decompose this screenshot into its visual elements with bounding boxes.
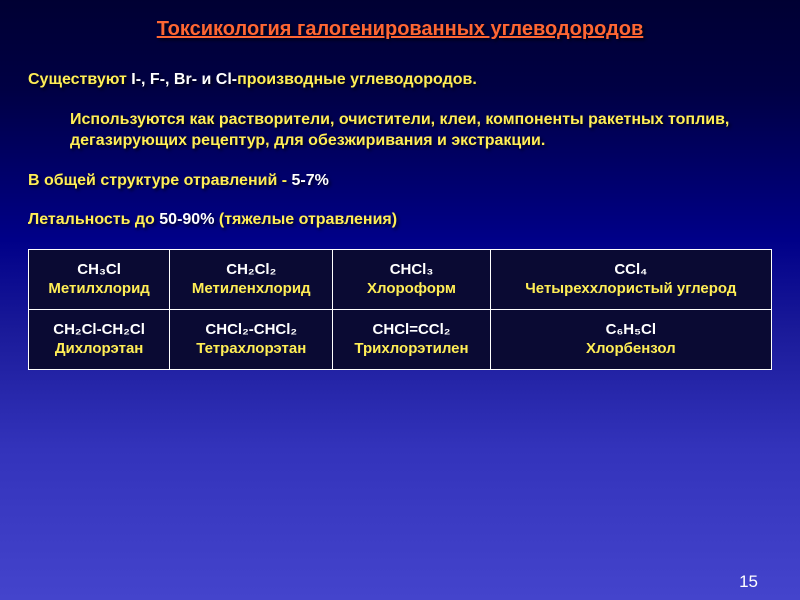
cell-trichloroethylene: CHCl=CCl₂ Трихлорэтилен bbox=[333, 309, 490, 369]
table-row: CH₃Cl Метилхлорид CH₂Cl₂ Метиленхлорид C… bbox=[29, 249, 772, 309]
formula: CH₃Cl bbox=[33, 260, 165, 280]
text: В общей структуре отравлений - bbox=[28, 172, 292, 189]
compound-name: Трихлорэтилен bbox=[337, 339, 485, 359]
compound-name: Четыреххлористый углерод bbox=[495, 279, 767, 299]
text-indented: Используются как растворители, очистител… bbox=[70, 109, 772, 152]
cell-dichloroethane: CH₂Cl-CH₂Cl Дихлорэтан bbox=[29, 309, 170, 369]
compounds-table-wrap: CH₃Cl Метилхлорид CH₂Cl₂ Метиленхлорид C… bbox=[28, 249, 772, 370]
compound-name: Хлороформ bbox=[337, 279, 485, 299]
formula: CCl₄ bbox=[495, 260, 767, 280]
compound-name: Метилхлорид bbox=[33, 279, 165, 299]
text: (тяжелые отравления) bbox=[214, 211, 397, 228]
highlight-percent: 5-7% bbox=[292, 172, 329, 189]
compound-name: Дихлорэтан bbox=[33, 339, 165, 359]
compounds-table: CH₃Cl Метилхлорид CH₂Cl₂ Метиленхлорид C… bbox=[28, 249, 772, 370]
paragraph-lethality: Летальность до 50-90% (тяжелые отравлени… bbox=[28, 209, 772, 231]
highlight-lethality: 50-90% bbox=[159, 211, 214, 228]
text: Летальность до bbox=[28, 211, 159, 228]
table-row: CH₂Cl-CH₂Cl Дихлорэтан CHCl₂-CHCl₂ Тетра… bbox=[29, 309, 772, 369]
cell-chloroform: CHCl₃ Хлороформ bbox=[333, 249, 490, 309]
cell-methylchloride: CH₃Cl Метилхлорид bbox=[29, 249, 170, 309]
cell-carbontetrachloride: CCl₄ Четыреххлористый углерод bbox=[490, 249, 771, 309]
formula: CHCl₂-CHCl₂ bbox=[174, 320, 328, 340]
formula: CH₂Cl-CH₂Cl bbox=[33, 320, 165, 340]
compound-name: Хлорбензол bbox=[495, 339, 767, 359]
formula: CH₂Cl₂ bbox=[174, 260, 328, 280]
cell-tetrachloroethane: CHCl₂-CHCl₂ Тетрахлорэтан bbox=[170, 309, 333, 369]
compound-name: Метиленхлорид bbox=[174, 279, 328, 299]
formula: CHCl=CCl₂ bbox=[337, 320, 485, 340]
text: производные углеводородов. bbox=[237, 71, 477, 88]
paragraph-derivatives: Существуют I-, F-, Br- и Cl-производные … bbox=[28, 69, 772, 91]
cell-methylenechloride: CH₂Cl₂ Метиленхлорид bbox=[170, 249, 333, 309]
cell-chlorobenzene: C₆H₅Cl Хлорбензол bbox=[490, 309, 771, 369]
slide-title: Токсикология галогенированных углеводоро… bbox=[28, 18, 772, 41]
compound-name: Тетрахлорэтан bbox=[174, 339, 328, 359]
formula: CHCl₃ bbox=[337, 260, 485, 280]
paragraph-uses: Используются как растворители, очистител… bbox=[28, 109, 772, 152]
paragraph-poisoning-structure: В общей структуре отравлений - 5-7% bbox=[28, 170, 772, 192]
text: Существуют bbox=[28, 71, 131, 88]
highlight-halogens: I-, F-, Br- и Cl- bbox=[131, 71, 237, 88]
formula: C₆H₅Cl bbox=[495, 320, 767, 340]
page-number: 15 bbox=[739, 572, 758, 592]
